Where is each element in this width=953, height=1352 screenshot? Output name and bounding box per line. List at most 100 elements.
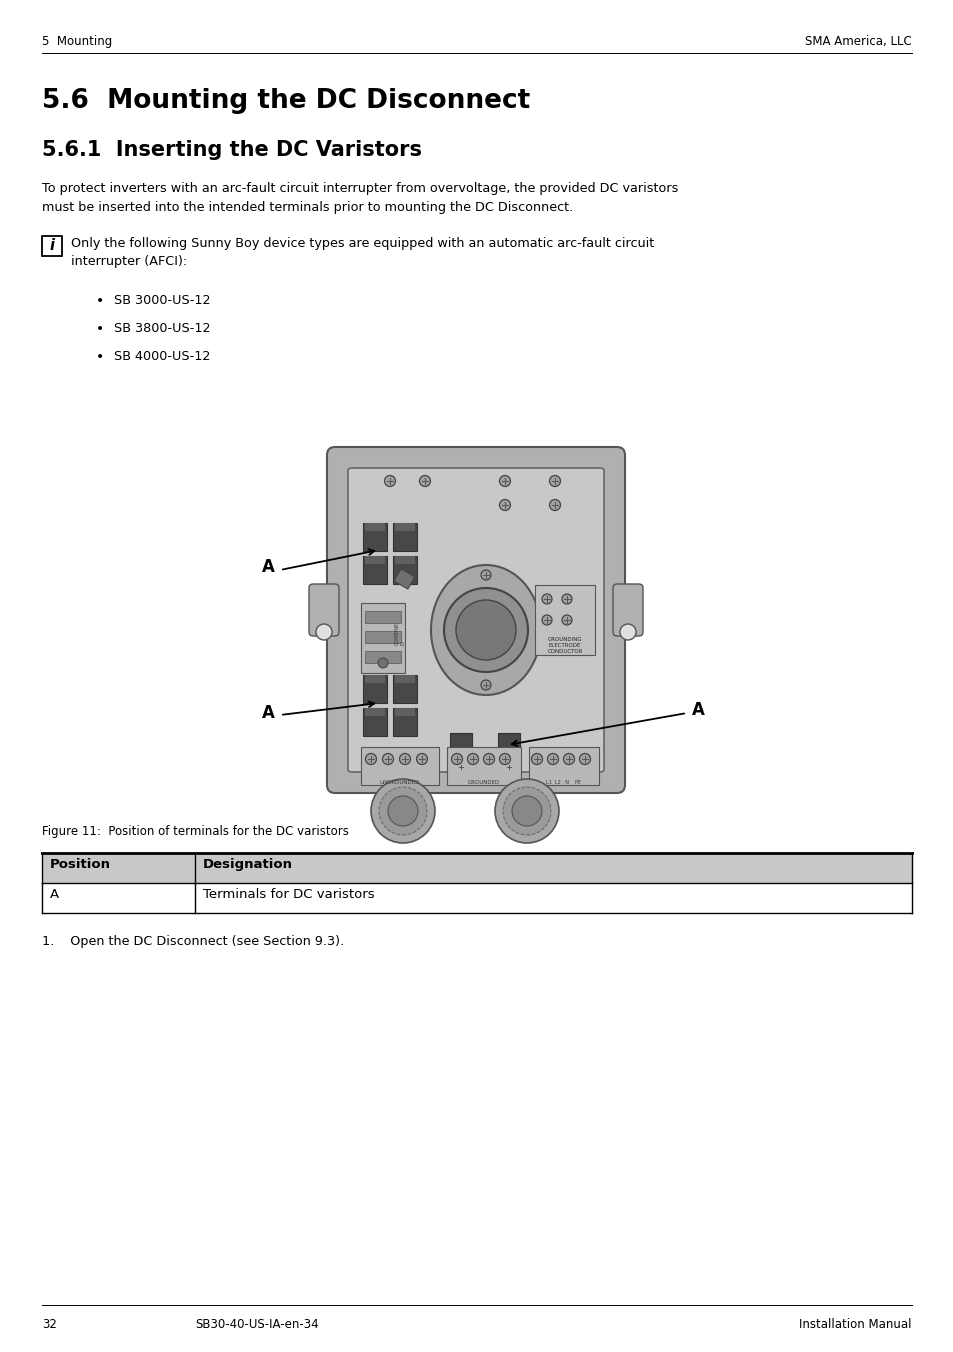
Bar — [393, 523, 416, 552]
Bar — [363, 708, 387, 735]
Circle shape — [365, 753, 376, 764]
Text: SB30-40-US-IA-en-34: SB30-40-US-IA-en-34 — [194, 1318, 318, 1330]
Circle shape — [549, 476, 560, 487]
Text: •: • — [95, 322, 104, 337]
Circle shape — [483, 753, 494, 764]
Text: Designation: Designation — [203, 859, 293, 871]
Circle shape — [443, 588, 527, 672]
Bar — [447, 748, 520, 786]
Text: GROUNDING
ELECTRODE
CONDUCTOR: GROUNDING ELECTRODE CONDUCTOR — [547, 637, 582, 653]
Circle shape — [563, 753, 574, 764]
Circle shape — [378, 787, 427, 836]
Bar — [365, 675, 385, 683]
Circle shape — [377, 658, 388, 668]
Bar — [365, 611, 400, 623]
Circle shape — [388, 796, 417, 826]
Text: SB 3800-US-12: SB 3800-US-12 — [113, 322, 211, 335]
Circle shape — [382, 753, 393, 764]
Text: Only the following Sunny Boy device types are equipped with an automatic arc-fau: Only the following Sunny Boy device type… — [71, 237, 654, 269]
Circle shape — [467, 753, 478, 764]
Circle shape — [561, 594, 572, 604]
Circle shape — [495, 779, 558, 844]
Text: 5.6  Mounting the DC Disconnect: 5.6 Mounting the DC Disconnect — [42, 88, 530, 114]
Text: 32: 32 — [42, 1318, 57, 1330]
Bar — [529, 748, 598, 786]
Circle shape — [512, 796, 541, 826]
Circle shape — [547, 753, 558, 764]
Text: 5.6.1  Inserting the DC Varistors: 5.6.1 Inserting the DC Varistors — [42, 141, 421, 160]
Bar — [395, 556, 415, 564]
Bar — [365, 708, 385, 717]
Circle shape — [416, 753, 427, 764]
Circle shape — [541, 594, 552, 604]
Text: A: A — [262, 704, 274, 722]
Circle shape — [561, 615, 572, 625]
Bar — [363, 675, 387, 703]
Bar — [394, 569, 415, 589]
FancyBboxPatch shape — [309, 584, 338, 635]
Circle shape — [531, 753, 542, 764]
Bar — [42, 237, 62, 256]
FancyBboxPatch shape — [348, 468, 603, 772]
Circle shape — [371, 779, 435, 844]
Text: A: A — [50, 888, 59, 900]
Bar — [363, 523, 387, 552]
Bar — [450, 733, 472, 761]
Bar — [360, 748, 438, 786]
Text: i: i — [50, 238, 54, 254]
Text: Installation Manual: Installation Manual — [799, 1318, 911, 1330]
Circle shape — [499, 499, 510, 511]
Circle shape — [502, 787, 551, 836]
Text: To protect inverters with an arc-fault circuit interrupter from overvoltage, the: To protect inverters with an arc-fault c… — [42, 183, 678, 214]
Circle shape — [456, 763, 464, 771]
Bar — [363, 556, 387, 584]
Text: A: A — [691, 700, 704, 719]
Text: Position: Position — [50, 859, 111, 871]
Bar — [535, 585, 595, 654]
Bar — [393, 556, 416, 584]
Circle shape — [384, 476, 395, 487]
FancyBboxPatch shape — [613, 584, 642, 635]
Circle shape — [451, 753, 462, 764]
Text: SMA America, LLC: SMA America, LLC — [804, 35, 911, 49]
Circle shape — [541, 615, 552, 625]
Text: •: • — [95, 350, 104, 364]
Text: COMBINE
D: COMBINE D — [395, 622, 405, 645]
Circle shape — [578, 753, 590, 764]
Circle shape — [499, 753, 510, 764]
Circle shape — [480, 571, 491, 580]
Ellipse shape — [431, 565, 540, 695]
Bar — [42, 883, 911, 913]
Text: SB 4000-US-12: SB 4000-US-12 — [113, 350, 211, 362]
Bar — [365, 652, 400, 662]
Text: UNGROUNDED: UNGROUNDED — [379, 780, 419, 786]
Circle shape — [456, 600, 516, 660]
Circle shape — [315, 625, 332, 639]
Circle shape — [504, 763, 513, 771]
Bar — [395, 708, 415, 717]
Bar — [365, 556, 385, 564]
FancyBboxPatch shape — [327, 448, 624, 794]
Bar — [365, 523, 385, 531]
Bar — [365, 631, 400, 644]
Bar — [395, 523, 415, 531]
Circle shape — [619, 625, 636, 639]
Text: •: • — [95, 293, 104, 308]
Circle shape — [499, 476, 510, 487]
Text: 5  Mounting: 5 Mounting — [42, 35, 112, 49]
Circle shape — [399, 753, 410, 764]
Text: SB 3000-US-12: SB 3000-US-12 — [113, 293, 211, 307]
Text: Figure 11:  Position of terminals for the DC varistors: Figure 11: Position of terminals for the… — [42, 825, 349, 838]
Text: Terminals for DC varistors: Terminals for DC varistors — [203, 888, 375, 900]
Bar — [395, 675, 415, 683]
Bar — [42, 853, 911, 883]
Text: L1  L2   N    PE: L1 L2 N PE — [546, 780, 581, 786]
Text: GROUNDED: GROUNDED — [467, 780, 499, 786]
Text: A: A — [262, 558, 274, 576]
Bar — [393, 708, 416, 735]
Bar — [393, 675, 416, 703]
Bar — [497, 733, 519, 761]
Bar — [360, 603, 405, 673]
Circle shape — [419, 476, 430, 487]
Circle shape — [480, 680, 491, 690]
